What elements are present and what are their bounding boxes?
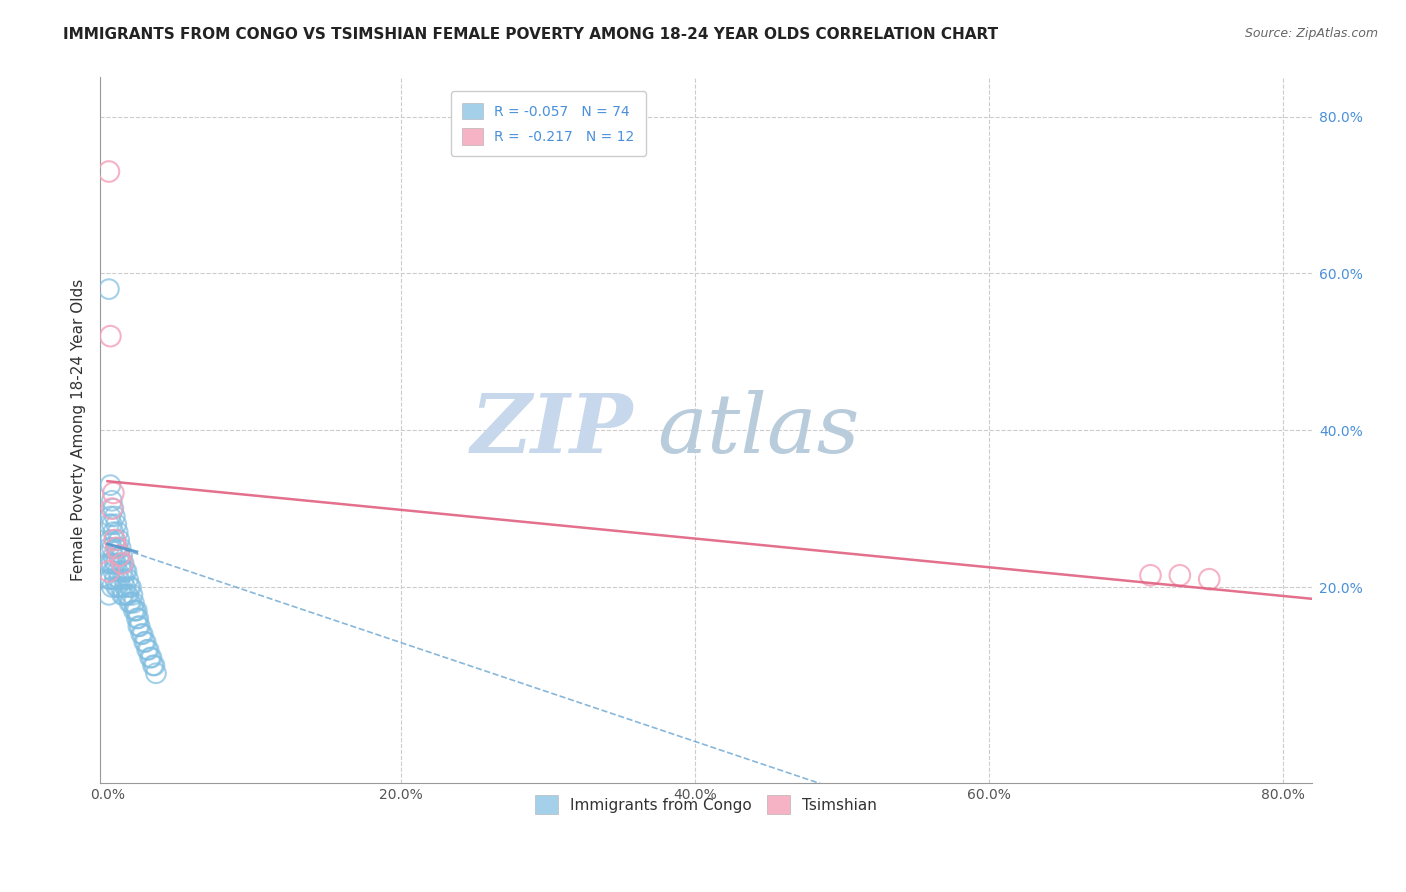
- Point: [132, 627, 155, 641]
- Point: [110, 580, 132, 594]
- Point: [142, 658, 165, 673]
- Point: [104, 533, 127, 547]
- Point: [110, 541, 132, 555]
- Point: [105, 541, 128, 555]
- Point: [129, 627, 152, 641]
- Point: [1139, 568, 1161, 582]
- Point: [110, 557, 132, 571]
- Point: [101, 493, 124, 508]
- Point: [97, 164, 120, 178]
- Point: [115, 565, 138, 579]
- Point: [108, 549, 131, 563]
- Point: [111, 565, 134, 579]
- Point: [111, 588, 134, 602]
- Point: [112, 557, 135, 571]
- Point: [101, 517, 124, 532]
- Point: [105, 580, 128, 594]
- Point: [97, 572, 120, 586]
- Point: [134, 635, 156, 649]
- Point: [100, 509, 122, 524]
- Point: [120, 580, 142, 594]
- Point: [112, 588, 135, 602]
- Point: [97, 565, 120, 579]
- Point: [105, 557, 128, 571]
- Point: [97, 588, 120, 602]
- Point: [107, 580, 129, 594]
- Point: [111, 557, 134, 571]
- Point: [104, 509, 127, 524]
- Point: [143, 658, 166, 673]
- Point: [127, 611, 149, 625]
- Point: [136, 642, 159, 657]
- Point: [97, 517, 120, 532]
- Point: [114, 580, 136, 594]
- Point: [103, 486, 125, 500]
- Point: [139, 650, 162, 665]
- Point: [108, 549, 131, 563]
- Point: [118, 580, 141, 594]
- Point: [100, 557, 122, 571]
- Point: [112, 572, 135, 586]
- Point: [138, 642, 160, 657]
- Point: [107, 541, 129, 555]
- Point: [105, 517, 128, 532]
- Point: [100, 478, 122, 492]
- Point: [127, 619, 149, 633]
- Point: [104, 533, 127, 547]
- Point: [115, 588, 138, 602]
- Point: [101, 541, 124, 555]
- Point: [117, 572, 139, 586]
- Point: [103, 565, 125, 579]
- Point: [1198, 572, 1220, 586]
- Point: [104, 557, 127, 571]
- Text: atlas: atlas: [658, 390, 860, 470]
- Point: [103, 525, 125, 540]
- Point: [103, 501, 125, 516]
- Point: [97, 282, 120, 296]
- Point: [107, 565, 129, 579]
- Point: [120, 596, 142, 610]
- Point: [108, 572, 131, 586]
- Text: IMMIGRANTS FROM CONGO VS TSIMSHIAN FEMALE POVERTY AMONG 18-24 YEAR OLDS CORRELAT: IMMIGRANTS FROM CONGO VS TSIMSHIAN FEMAL…: [63, 27, 998, 42]
- Legend: Immigrants from Congo, Tsimshian: Immigrants from Congo, Tsimshian: [524, 785, 887, 825]
- Point: [125, 611, 148, 625]
- Point: [122, 596, 145, 610]
- Point: [1168, 568, 1191, 582]
- Point: [114, 565, 136, 579]
- Point: [100, 533, 122, 547]
- Point: [128, 619, 150, 633]
- Point: [101, 501, 124, 516]
- Text: ZIP: ZIP: [471, 390, 633, 470]
- Point: [125, 603, 148, 617]
- Point: [107, 525, 129, 540]
- Point: [122, 603, 145, 617]
- Point: [100, 329, 122, 343]
- Point: [103, 549, 125, 563]
- Point: [105, 541, 128, 555]
- Point: [97, 557, 120, 571]
- Point: [145, 666, 167, 681]
- Point: [135, 635, 157, 649]
- Point: [124, 603, 146, 617]
- Point: [141, 650, 163, 665]
- Point: [97, 541, 120, 555]
- Y-axis label: Female Poverty Among 18-24 Year Olds: Female Poverty Among 18-24 Year Olds: [72, 279, 86, 582]
- Point: [117, 588, 139, 602]
- Point: [101, 557, 124, 571]
- Point: [121, 588, 143, 602]
- Point: [104, 572, 127, 586]
- Point: [111, 549, 134, 563]
- Point: [101, 580, 124, 594]
- Point: [100, 572, 122, 586]
- Point: [118, 596, 141, 610]
- Point: [108, 533, 131, 547]
- Text: Source: ZipAtlas.com: Source: ZipAtlas.com: [1244, 27, 1378, 40]
